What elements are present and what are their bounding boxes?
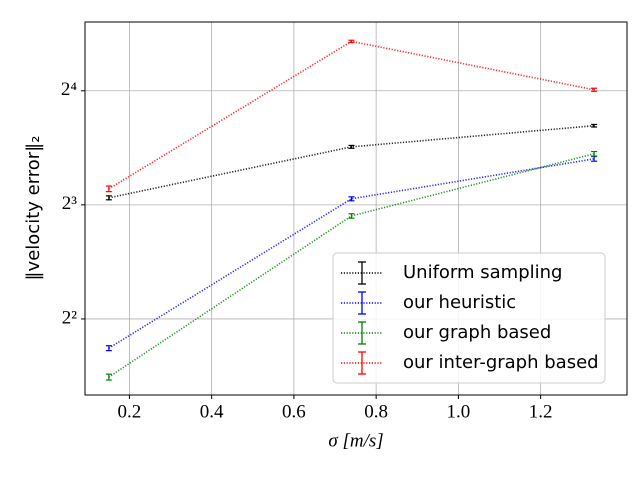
legend-frame <box>332 252 606 384</box>
plot-frame <box>84 21 628 396</box>
error-bar <box>105 195 112 201</box>
x-tick-label: 1.0 <box>447 401 471 422</box>
legend-label: Uniform sampling <box>403 262 562 283</box>
legend-label: our heuristic <box>403 292 516 313</box>
x-tick-label: 0.4 <box>200 401 224 422</box>
y-tick-label: 2⁴ <box>61 79 78 100</box>
x-tick-label: 0.2 <box>118 401 142 422</box>
error-bar <box>348 144 355 149</box>
error-bar <box>591 150 598 157</box>
marks <box>105 39 598 381</box>
error-bar <box>348 213 355 219</box>
legend-label: our graph based <box>403 322 551 343</box>
legend: Uniform sampling our heuristic our graph b… <box>332 252 606 384</box>
x-tick-label: 0.6 <box>282 401 306 422</box>
series-line <box>108 158 595 349</box>
y-tick-label: 2³ <box>62 193 78 214</box>
error-bar <box>348 196 355 202</box>
error-bar <box>105 373 112 381</box>
error-bar <box>105 345 112 352</box>
x-axis-label: σ [m/s] <box>328 430 383 451</box>
y-tick-label: 2² <box>62 307 78 328</box>
error-bar <box>591 87 598 92</box>
error-bar <box>348 39 355 44</box>
legend-label: our inter-graph based <box>403 352 599 373</box>
x-tick-label: 0.8 <box>364 401 388 422</box>
y-axis-label: ‖velocity error‖₂ <box>23 136 44 281</box>
x-tick-label: 1.2 <box>529 401 553 422</box>
error-bar <box>105 185 112 193</box>
error-bar <box>591 123 598 128</box>
